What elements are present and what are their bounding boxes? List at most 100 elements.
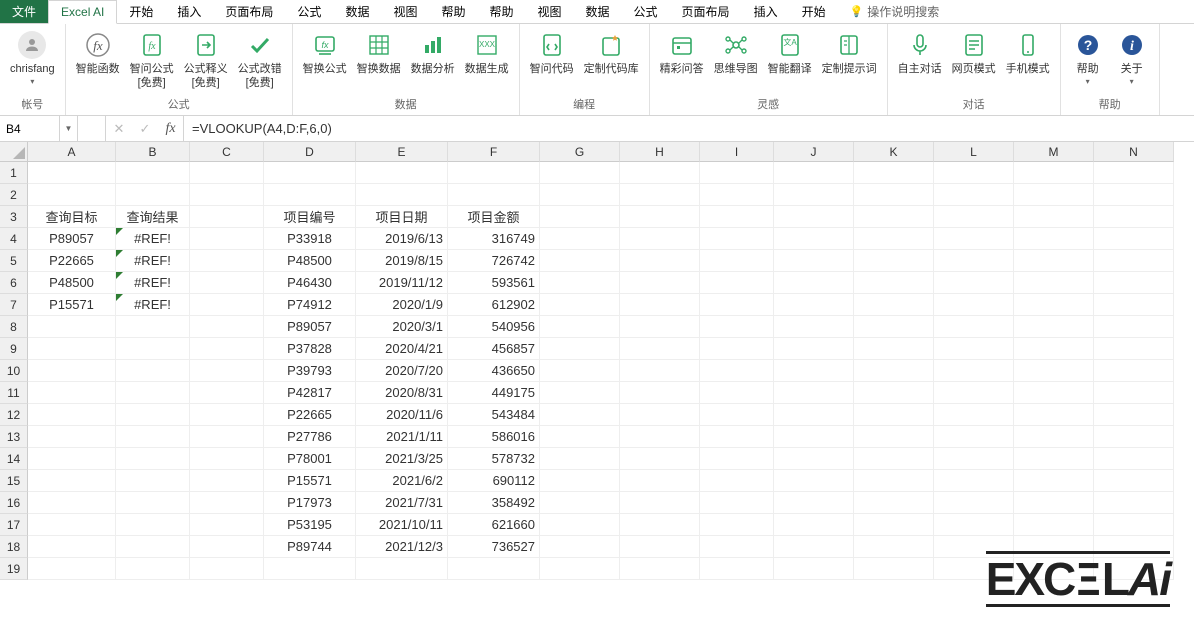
- cell[interactable]: [1094, 382, 1174, 404]
- cell[interactable]: [28, 184, 116, 206]
- mindmap-button[interactable]: 思维导图: [710, 26, 762, 77]
- row-header[interactable]: 14: [0, 448, 28, 470]
- cell[interactable]: [540, 382, 620, 404]
- row-header[interactable]: 8: [0, 316, 28, 338]
- cell[interactable]: [854, 382, 934, 404]
- cell[interactable]: 2021/12/3: [356, 536, 448, 558]
- cell[interactable]: [620, 250, 700, 272]
- cell[interactable]: [1094, 316, 1174, 338]
- cell[interactable]: 2020/7/20: [356, 360, 448, 382]
- cell[interactable]: 456857: [448, 338, 540, 360]
- cell[interactable]: [700, 426, 774, 448]
- cell[interactable]: [774, 316, 854, 338]
- cell[interactable]: [264, 558, 356, 580]
- cell[interactable]: P89057: [28, 228, 116, 250]
- cell[interactable]: [116, 382, 190, 404]
- cell[interactable]: [774, 338, 854, 360]
- cell[interactable]: 726742: [448, 250, 540, 272]
- cell[interactable]: [190, 184, 264, 206]
- cell[interactable]: [774, 228, 854, 250]
- col-header[interactable]: D: [264, 142, 356, 162]
- cell[interactable]: [700, 558, 774, 580]
- cell[interactable]: 736527: [448, 536, 540, 558]
- cell[interactable]: [934, 272, 1014, 294]
- cell[interactable]: [1094, 514, 1174, 536]
- cell[interactable]: [854, 448, 934, 470]
- cell[interactable]: [620, 404, 700, 426]
- auto-chat-button[interactable]: 自主对话: [894, 26, 946, 77]
- col-header[interactable]: B: [116, 142, 190, 162]
- cell[interactable]: [28, 470, 116, 492]
- cell[interactable]: P33918: [264, 228, 356, 250]
- cell[interactable]: [774, 272, 854, 294]
- row-header[interactable]: 11: [0, 382, 28, 404]
- cell[interactable]: 358492: [448, 492, 540, 514]
- about-button[interactable]: i关于▾: [1111, 26, 1153, 86]
- cell[interactable]: 540956: [448, 316, 540, 338]
- cell[interactable]: [540, 426, 620, 448]
- cell[interactable]: #REF!: [116, 228, 190, 250]
- cell[interactable]: P15571: [28, 294, 116, 316]
- cell[interactable]: [934, 492, 1014, 514]
- cell[interactable]: [774, 448, 854, 470]
- cell[interactable]: [28, 426, 116, 448]
- cell[interactable]: [264, 184, 356, 206]
- cell[interactable]: [116, 338, 190, 360]
- cell[interactable]: 436650: [448, 360, 540, 382]
- menu-tab-active[interactable]: Excel AI: [48, 0, 117, 24]
- cell[interactable]: [934, 338, 1014, 360]
- mobile-mode-button[interactable]: 手机模式: [1002, 26, 1054, 77]
- col-header[interactable]: A: [28, 142, 116, 162]
- row-header[interactable]: 16: [0, 492, 28, 514]
- web-mode-button[interactable]: 网页模式: [948, 26, 1000, 77]
- col-header[interactable]: F: [448, 142, 540, 162]
- cell[interactable]: [356, 184, 448, 206]
- cell[interactable]: [190, 404, 264, 426]
- cell[interactable]: [854, 316, 934, 338]
- cell[interactable]: [116, 426, 190, 448]
- cell[interactable]: [1094, 272, 1174, 294]
- cell[interactable]: [934, 184, 1014, 206]
- cell[interactable]: [620, 184, 700, 206]
- cell[interactable]: [1094, 492, 1174, 514]
- cell[interactable]: [620, 558, 700, 580]
- menu-tab[interactable]: 公式: [622, 0, 670, 23]
- col-header[interactable]: C: [190, 142, 264, 162]
- cell[interactable]: [190, 316, 264, 338]
- cell[interactable]: [540, 228, 620, 250]
- col-header[interactable]: I: [700, 142, 774, 162]
- cell[interactable]: [854, 426, 934, 448]
- cell[interactable]: [28, 316, 116, 338]
- cell[interactable]: [854, 272, 934, 294]
- cell[interactable]: [700, 338, 774, 360]
- cell[interactable]: [448, 162, 540, 184]
- cell[interactable]: 449175: [448, 382, 540, 404]
- cell[interactable]: [1014, 382, 1094, 404]
- row-header[interactable]: 4: [0, 228, 28, 250]
- cell[interactable]: 项目编号: [264, 206, 356, 228]
- cell[interactable]: [774, 250, 854, 272]
- cell[interactable]: [540, 470, 620, 492]
- cell[interactable]: [1014, 426, 1094, 448]
- cell[interactable]: 2019/11/12: [356, 272, 448, 294]
- cell[interactable]: 2019/6/13: [356, 228, 448, 250]
- cell[interactable]: [1014, 492, 1094, 514]
- row-header[interactable]: 6: [0, 272, 28, 294]
- cell[interactable]: [1014, 228, 1094, 250]
- cell[interactable]: [190, 294, 264, 316]
- cell[interactable]: [854, 360, 934, 382]
- cell[interactable]: P53195: [264, 514, 356, 536]
- cell[interactable]: [774, 470, 854, 492]
- cell[interactable]: [540, 294, 620, 316]
- menu-tab[interactable]: 帮助: [429, 0, 477, 23]
- cell[interactable]: 2021/1/11: [356, 426, 448, 448]
- cell[interactable]: [1014, 206, 1094, 228]
- cell[interactable]: [28, 448, 116, 470]
- col-header[interactable]: E: [356, 142, 448, 162]
- cell[interactable]: [934, 360, 1014, 382]
- cell[interactable]: [356, 558, 448, 580]
- analyze-button[interactable]: 数据分析: [407, 26, 459, 77]
- cell[interactable]: [620, 514, 700, 536]
- row-header[interactable]: 9: [0, 338, 28, 360]
- cell[interactable]: [540, 316, 620, 338]
